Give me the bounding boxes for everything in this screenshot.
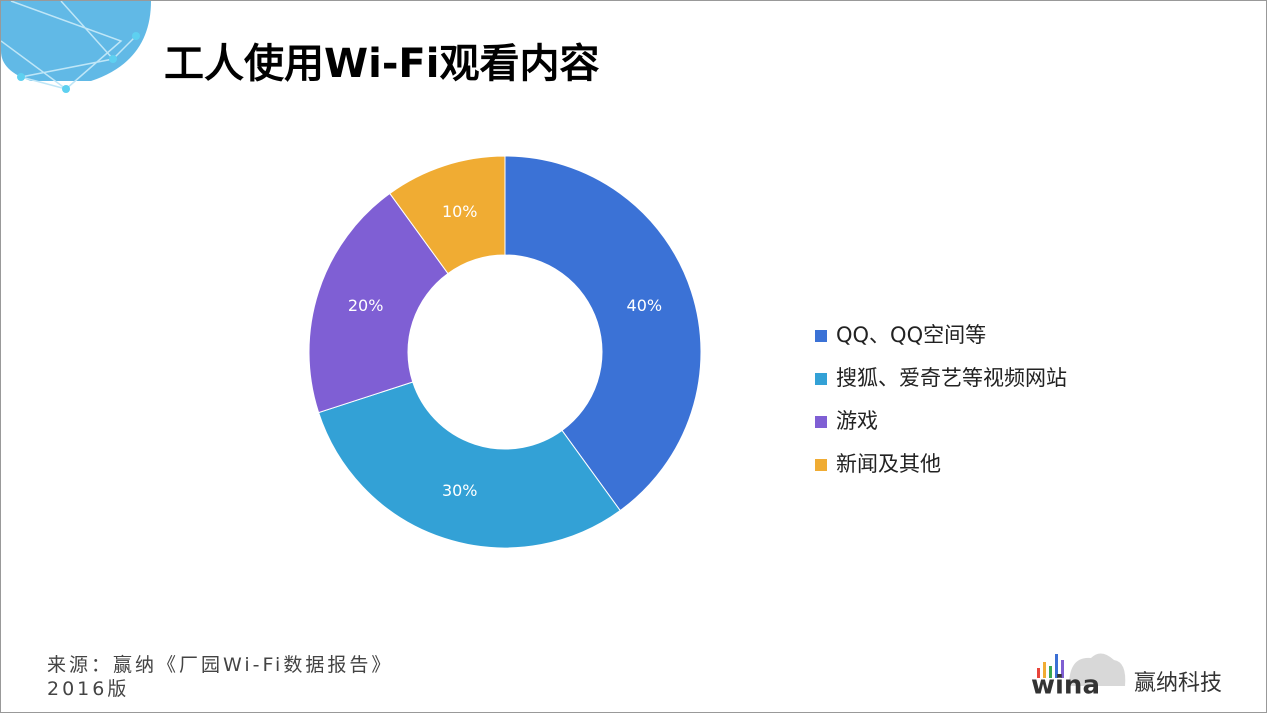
legend-label: 搜狐、爱奇艺等视频网站 xyxy=(836,366,1067,390)
logo-text: wina xyxy=(1031,671,1100,697)
donut-segment xyxy=(389,155,506,275)
legend-swatch xyxy=(815,330,827,342)
chart-title: 工人使用Wi-Fi观看内容 xyxy=(164,41,600,87)
value-label: 20% xyxy=(348,296,384,315)
legend-label: 新闻及其他 xyxy=(836,452,941,476)
legend-swatch xyxy=(815,459,827,471)
company-name: 赢纳科技 xyxy=(1134,671,1223,696)
value-label: 10% xyxy=(442,202,478,221)
legend-label: QQ、QQ空间等 xyxy=(836,323,986,347)
legend-label: 游戏 xyxy=(836,409,878,433)
source-note: 来源：赢纳《厂园Wi-Fi数据报告》2016版 xyxy=(47,654,394,700)
logo-mark: wina xyxy=(1031,653,1126,697)
legend-swatch xyxy=(815,373,827,385)
corner-decoration xyxy=(1,1,151,93)
donut-segment xyxy=(504,155,702,512)
legend-swatch xyxy=(815,416,827,428)
value-label: 30% xyxy=(442,481,478,500)
donut-segment xyxy=(308,192,449,414)
value-label: 40% xyxy=(627,296,663,315)
donut-segment xyxy=(317,381,621,549)
